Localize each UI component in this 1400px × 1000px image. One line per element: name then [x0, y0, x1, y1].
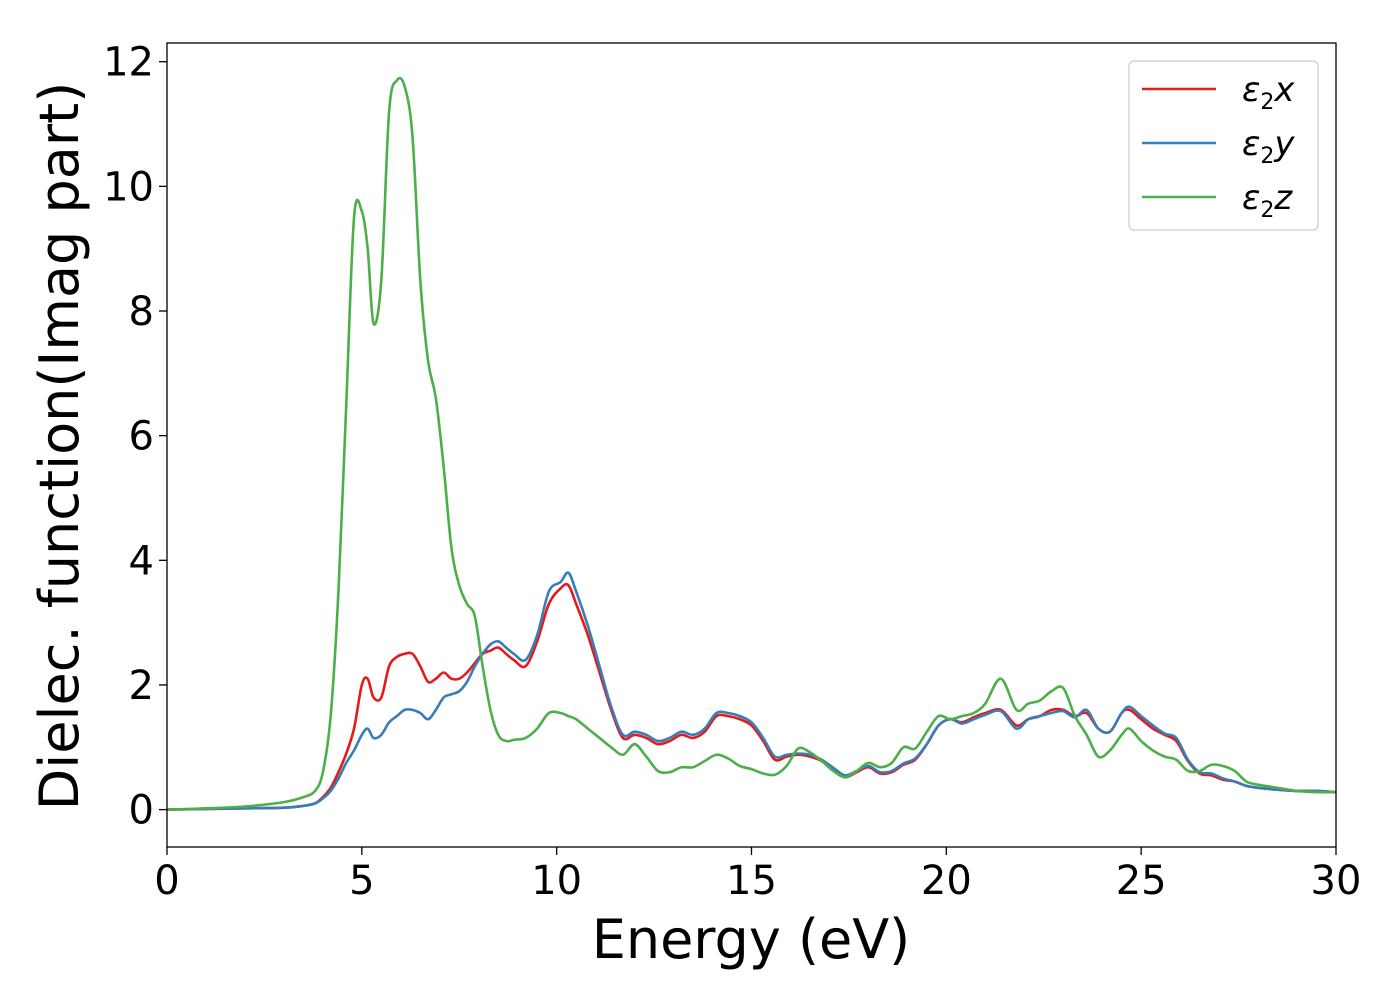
- x-tick-label: 25: [1116, 858, 1167, 904]
- series-line-z: [166, 76, 1337, 811]
- x-axis: 0 5 10 15 20 25 30: [154, 847, 1361, 904]
- y-tick-label: 4: [129, 538, 154, 584]
- series-line-y: [166, 571, 1337, 811]
- legend-label-x: ε2x: [1242, 70, 1295, 115]
- y-tick-label: 10: [103, 164, 154, 210]
- y-axis: 0 2 4 6 8 10 12: [103, 40, 167, 834]
- legend-label-z: ε2z: [1242, 178, 1293, 223]
- series-line-x: [166, 582, 1337, 811]
- y-tick-label: 2: [129, 663, 154, 709]
- x-tick-label: 30: [1311, 858, 1362, 904]
- y-tick-label: 6: [129, 414, 154, 460]
- y-tick-label: 0: [129, 788, 154, 834]
- x-tick-label: 10: [531, 858, 582, 904]
- x-tick-label: 15: [726, 858, 777, 904]
- legend: ε2x ε2y ε2z: [1128, 60, 1319, 231]
- y-axis-label: Dielec. function(Imag part): [28, 82, 91, 811]
- y-tick-label: 8: [129, 289, 154, 335]
- y-tick-label: 12: [103, 40, 154, 86]
- x-tick-label: 0: [154, 858, 179, 904]
- legend-label-y: ε2y: [1242, 124, 1295, 169]
- legend-box: [1128, 60, 1319, 231]
- x-tick-label: 5: [349, 858, 374, 904]
- x-axis-label: Energy (eV): [592, 908, 911, 971]
- x-tick-label: 20: [921, 858, 972, 904]
